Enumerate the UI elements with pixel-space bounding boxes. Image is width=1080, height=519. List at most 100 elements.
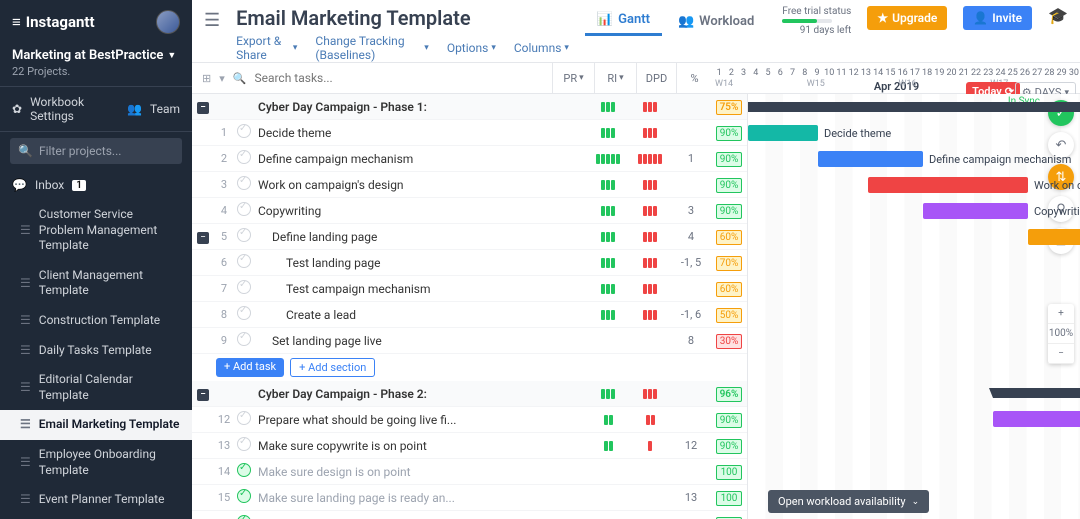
gantt-bar[interactable]: Define campaign mechanism [818,151,923,167]
app-logo[interactable]: ≡Instagantt [12,13,95,31]
progress-cell[interactable]: 100 [711,516,747,519]
complete-checkbox[interactable] [237,280,251,294]
progress-cell[interactable]: 90% [711,412,747,428]
progress-cell[interactable]: 90% [711,125,747,141]
team-link[interactable]: 👥Team [115,87,192,131]
priority-cell[interactable] [587,102,629,112]
task-row[interactable]: 2Define campaign mechanism190% [192,146,747,172]
progress-cell[interactable]: 90% [711,177,747,193]
risk-cell[interactable] [629,102,671,112]
priority-cell[interactable] [587,206,629,216]
risk-cell[interactable] [629,232,671,242]
collapse-icon[interactable]: − [197,102,209,114]
collapse-icon[interactable]: − [197,389,209,401]
complete-checkbox[interactable] [237,463,251,477]
collapse-icon[interactable]: ▾ [219,72,225,85]
complete-checkbox[interactable] [237,176,251,190]
progress-cell[interactable]: 100 [711,464,747,480]
filter-projects-input[interactable]: 🔍Filter projects... [10,138,182,164]
hamburger-icon[interactable]: ☰ [204,6,220,31]
priority-cell[interactable] [587,310,629,320]
risk-cell[interactable] [629,415,671,425]
tab-workload[interactable]: 👥Workload [666,8,766,35]
grad-cap-icon[interactable]: 🎓 [1048,6,1068,25]
risk-cell[interactable] [629,441,671,451]
risk-cell[interactable] [629,284,671,294]
progress-cell[interactable]: 50% [711,307,747,323]
task-row[interactable]: 15Make sure landing page is ready an...1… [192,485,747,511]
risk-cell[interactable] [629,128,671,138]
risk-cell[interactable] [629,180,671,190]
gantt-bar[interactable]: Work on campaign's design [868,177,1028,193]
workspace-selector[interactable]: Marketing at BestPractice ▼ 22 Projects. [0,44,192,86]
progress-cell[interactable]: 70% [711,255,747,271]
tab-gantt[interactable]: 📊Gantt [585,6,662,36]
complete-checkbox[interactable] [237,150,251,164]
submenu-item[interactable]: Options ▾ [447,34,496,62]
task-row[interactable]: 16Define subject line15100 [192,511,747,519]
summary-bar[interactable] [748,102,1080,112]
inbox-link[interactable]: 💬Inbox1 [0,170,192,200]
priority-cell[interactable] [587,441,629,451]
task-row[interactable]: 3Work on campaign's design90% [192,172,747,198]
progress-cell[interactable]: 30% [711,333,747,349]
task-row[interactable]: 12Prepare what should be going live fi..… [192,407,747,433]
add-section-button[interactable]: + Add section [290,358,375,377]
task-row[interactable]: −5Define landing page460% [192,224,747,250]
progress-cell[interactable]: 100 [711,490,747,506]
task-row[interactable]: 8Create a lead-1, 650% [192,302,747,328]
priority-cell[interactable] [587,128,629,138]
risk-cell[interactable] [629,258,671,268]
risk-cell[interactable] [629,206,671,216]
task-row[interactable]: 7Test campaign mechanism60% [192,276,747,302]
complete-checkbox[interactable] [237,254,251,268]
col-pct[interactable]: % [676,62,712,94]
gantt-bar[interactable]: Copywriting [923,203,1028,219]
sidebar-project-item[interactable]: ☰Event Planner Template [0,485,192,515]
sidebar-project-item[interactable]: ☰Employee Onboarding Template [0,440,192,485]
complete-checkbox[interactable] [237,228,251,242]
user-avatar[interactable] [156,10,180,34]
complete-checkbox[interactable] [237,332,251,346]
priority-cell[interactable] [587,232,629,242]
gantt-bar[interactable]: Define landing page [1028,229,1080,245]
complete-checkbox[interactable] [237,411,251,425]
progress-cell[interactable]: 90% [711,203,747,219]
task-row[interactable]: 13Make sure copywrite is on point1290% [192,433,747,459]
invite-button[interactable]: 👤Invite [963,6,1032,30]
sidebar-project-item[interactable]: ☰Editorial Calendar Template [0,365,192,410]
complete-checkbox[interactable] [237,515,251,519]
progress-cell[interactable]: 60% [711,229,747,245]
upgrade-button[interactable]: ★Upgrade [867,6,947,30]
progress-cell[interactable]: 60% [711,281,747,297]
gantt-bar[interactable]: Prepare what should [993,411,1080,427]
col-dpd[interactable]: DPD [636,62,676,94]
complete-checkbox[interactable] [237,202,251,216]
add-task-button[interactable]: + Add task [216,358,284,377]
task-row[interactable]: 6Test landing page-1, 570% [192,250,747,276]
priority-cell[interactable] [587,284,629,294]
complete-checkbox[interactable] [237,489,251,503]
workbook-settings-link[interactable]: ✿Workbook Settings [0,87,115,131]
col-ri[interactable]: RI▾ [594,62,636,94]
submenu-item[interactable]: Change Tracking (Baselines) ▾ [315,34,428,62]
sidebar-project-item[interactable]: ☰Email Marketing Template [0,410,192,440]
progress-cell[interactable]: 75% [711,99,747,115]
priority-cell[interactable] [587,154,629,164]
submenu-item[interactable]: Columns ▾ [514,34,569,62]
sidebar-project-item[interactable]: ☰Daily Tasks Template [0,336,192,366]
task-row[interactable]: 14Make sure design is on point100 [192,459,747,485]
col-pr[interactable]: PR▾ [552,62,594,94]
progress-cell[interactable]: 90% [711,438,747,454]
complete-checkbox[interactable] [237,124,251,138]
priority-cell[interactable] [587,180,629,190]
task-row[interactable]: 4Copywriting390% [192,198,747,224]
priority-cell[interactable] [587,415,629,425]
gantt-chart[interactable]: In Sync ✓ ↶ ⇅ ⚲ ⊡ + 100% − Open workload… [748,94,1080,519]
search-tasks-input[interactable] [254,71,542,85]
gantt-bar[interactable]: Decide theme [748,125,818,141]
sidebar-project-item[interactable]: ☰Customer Service Problem Management Tem… [0,200,192,261]
expand-icon[interactable]: ⊞ [202,72,211,85]
priority-cell[interactable] [587,258,629,268]
priority-cell[interactable] [587,389,629,399]
